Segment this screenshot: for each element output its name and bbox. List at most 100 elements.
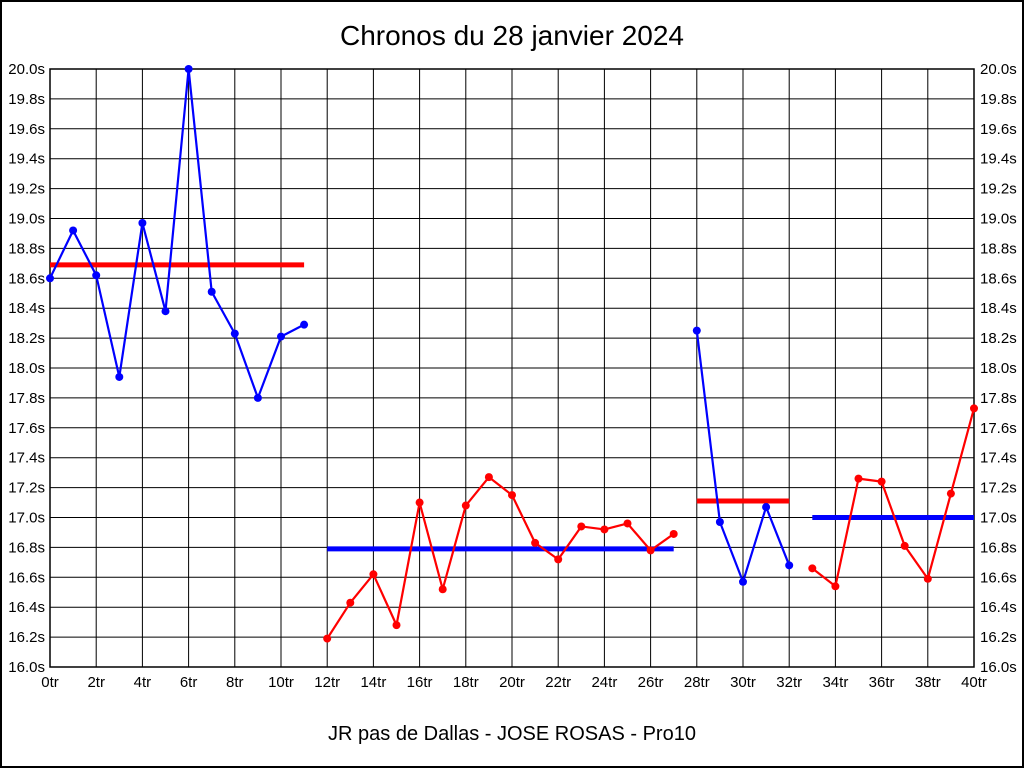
y-tick-label-left: 17.2s [8,480,45,497]
data-point-marker [392,621,401,630]
y-tick-label-right: 19.8s [980,91,1017,108]
y-tick-label-right: 19.0s [980,211,1017,228]
data-point-marker [92,271,101,280]
y-tick-label-left: 17.0s [8,510,45,527]
x-tick-label: 26tr [638,674,664,691]
x-tick-label: 6tr [180,674,198,691]
x-tick-label: 40tr [961,674,987,691]
data-point-marker [715,517,724,526]
data-point-marker [438,585,447,594]
data-point-marker [854,474,863,483]
data-point-marker [623,519,632,528]
data-point-marker [946,489,955,498]
data-point-marker [323,634,332,643]
data-point-marker [531,538,540,547]
y-tick-label-left: 18.0s [8,360,45,377]
data-point-marker [831,582,840,591]
data-point-marker [461,501,470,510]
x-tick-label: 8tr [226,674,244,691]
series-line-segment-2-red [326,476,675,640]
data-point-marker [369,570,378,579]
x-tick-label: 12tr [314,674,340,691]
y-tick-label-right: 19.6s [980,121,1017,138]
data-point-marker [923,574,932,583]
data-point-marker [600,525,609,534]
plot-border [49,68,975,668]
y-tick-label-right: 18.6s [980,270,1017,287]
data-point-marker [184,65,193,73]
series-line-segment-4-red [811,407,976,588]
data-point-marker [739,577,747,586]
x-tick-label: 18tr [453,674,479,691]
y-tick-label-left: 19.2s [8,181,45,198]
x-tick-label: 30tr [730,674,756,691]
y-tick-label-left: 16.4s [8,599,45,616]
y-tick-label-left: 17.4s [8,450,45,467]
data-point-marker [484,473,493,482]
x-tick-label: 22tr [545,674,571,691]
y-tick-label-left: 16.8s [8,539,45,556]
data-point-marker [970,404,978,413]
data-point-marker [785,561,794,570]
data-point-marker [300,320,309,329]
y-tick-label-left: 19.8s [8,91,45,108]
x-tick-label: 14tr [360,674,386,691]
y-tick-label-left: 18.2s [8,330,45,347]
y-tick-label-left: 19.0s [8,211,45,228]
y-tick-label-right: 18.8s [980,240,1017,257]
y-tick-label-right: 16.4s [980,599,1017,616]
data-point-marker [877,477,886,486]
x-tick-label: 38tr [915,674,941,691]
y-tick-label-left: 20.0s [8,61,45,78]
data-point-marker [46,274,54,283]
y-tick-label-left: 16.6s [8,569,45,586]
y-tick-label-right: 18.0s [980,360,1017,377]
series-line-segment-1-blue [48,67,306,399]
y-tick-label-right: 17.2s [980,480,1017,497]
y-tick-label-left: 18.8s [8,240,45,257]
y-tick-label-right: 16.0s [980,659,1017,676]
y-tick-label-right: 18.4s [980,300,1017,317]
data-point-marker [646,546,655,555]
x-tick-label: 20tr [499,674,525,691]
data-point-marker [161,307,170,316]
chart-caption: JR pas de Dallas - JOSE ROSAS - Pro10 [328,723,696,745]
y-tick-label-right: 16.6s [980,569,1017,586]
data-point-marker [277,332,285,341]
y-tick-label-left: 17.8s [8,390,45,407]
y-tick-label-right: 17.0s [980,510,1017,527]
data-point-marker [415,498,424,507]
data-point-marker [138,218,147,227]
data-point-marker [253,393,262,402]
data-point-marker [69,226,78,235]
y-tick-label-right: 16.2s [980,629,1017,646]
data-point-marker [577,522,586,531]
x-tick-label: 16tr [407,674,433,691]
data-point-marker [346,598,355,607]
y-tick-label-left: 19.6s [8,121,45,138]
y-tick-label-left: 18.6s [8,270,45,287]
x-tick-label: 34tr [822,674,848,691]
data-point-marker [692,326,701,335]
x-tick-label: 0tr [41,674,59,691]
x-tick-label: 2tr [87,674,105,691]
data-point-marker [808,564,817,573]
y-tick-label-right: 16.8s [980,539,1017,556]
y-tick-label-left: 19.4s [8,151,45,168]
x-tick-label: 28tr [684,674,710,691]
data-point-marker [207,287,216,296]
y-tick-label-right: 17.4s [980,450,1017,467]
data-point-marker [115,372,124,381]
data-point-marker [669,529,678,538]
data-point-marker [900,541,909,550]
data-point-marker [554,555,563,564]
data-point-marker [762,503,771,512]
x-tick-label: 32tr [776,674,802,691]
data-point-marker [508,491,516,500]
y-tick-label-right: 17.8s [980,390,1017,407]
y-tick-label-left: 18.4s [8,300,45,317]
y-tick-label-right: 18.2s [980,330,1017,347]
chart-title: Chronos du 28 janvier 2024 [339,20,684,51]
